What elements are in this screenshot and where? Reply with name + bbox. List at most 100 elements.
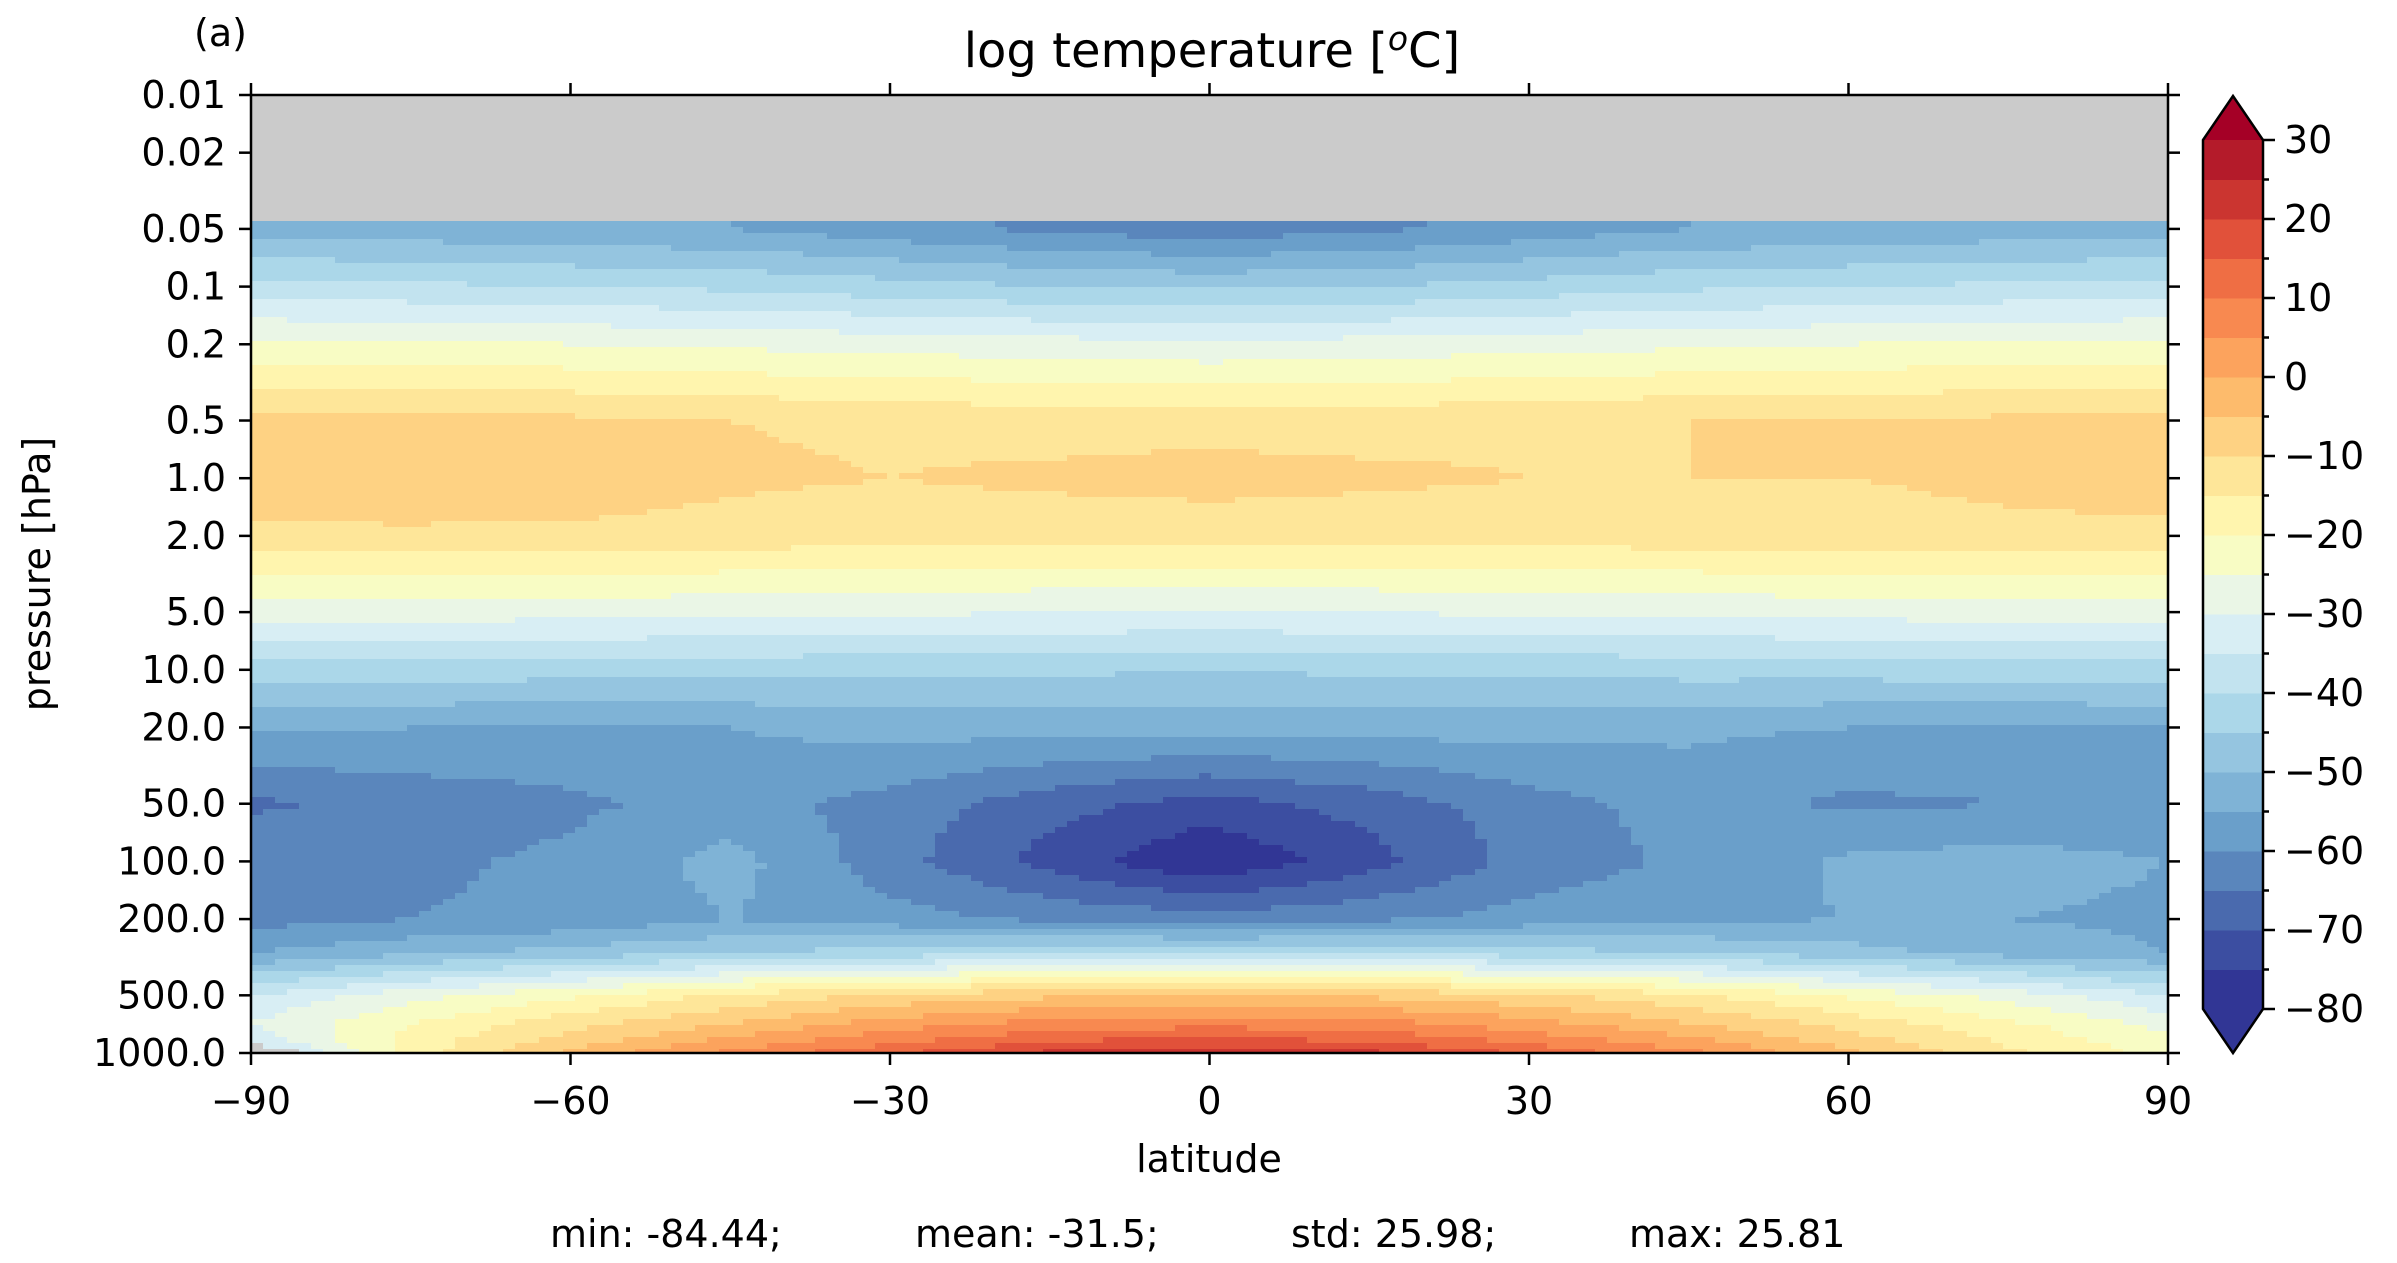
contour-cell — [1391, 197, 1404, 204]
contour-cell — [383, 185, 396, 192]
contour-cell — [1103, 137, 1116, 144]
contour-cell — [1079, 191, 1092, 198]
contour-cell — [1211, 221, 1224, 228]
contour-cell — [1307, 221, 1320, 228]
contour-cell — [1535, 203, 1548, 210]
contour-cell — [923, 149, 936, 156]
contour-cell — [527, 233, 540, 240]
contour-cell — [1307, 101, 1320, 108]
contour-cell — [1907, 179, 1920, 186]
contour-cell — [1019, 119, 1032, 126]
contour-cell — [1547, 155, 1560, 162]
contour-cell — [1187, 143, 1200, 150]
contour-cell — [815, 113, 828, 120]
contour-cell — [1487, 119, 1500, 126]
contour-cell — [1307, 233, 1320, 240]
contour-cell — [803, 143, 816, 150]
contour-cell — [1475, 221, 1488, 228]
contour-cell — [1703, 191, 1716, 198]
contour-cell — [2147, 113, 2160, 120]
contour-cell — [635, 137, 648, 144]
contour-cell — [1547, 143, 1560, 150]
contour-cell — [1031, 233, 1044, 240]
contour-cell — [1127, 119, 1140, 126]
contour-cell — [647, 167, 660, 174]
contour-cell — [695, 149, 708, 156]
contour-cell — [347, 233, 360, 240]
contour-cell — [407, 239, 420, 246]
contour-cell — [299, 221, 312, 228]
contour-cell — [1463, 203, 1476, 210]
contour-cell — [1595, 233, 1608, 240]
contour-cell — [1847, 221, 1860, 228]
contour-cell — [431, 155, 444, 162]
contour-cell — [1163, 149, 1176, 156]
contour-cell — [1787, 221, 1800, 228]
contour-cell — [695, 191, 708, 198]
contour-cell — [887, 149, 900, 156]
contour-cell — [2147, 125, 2160, 132]
contour-cell — [875, 101, 888, 108]
contour-cell — [1991, 191, 2004, 198]
contour-cell — [1163, 173, 1176, 180]
contour-cell — [731, 203, 744, 210]
contour-cell — [1679, 233, 1692, 240]
contour-cell — [1751, 131, 1764, 138]
contour-cell — [671, 167, 684, 174]
contour-cell — [311, 209, 324, 216]
contour-cell — [1955, 167, 1968, 174]
contour-cell — [1499, 113, 1512, 120]
contour-cell — [407, 167, 420, 174]
contour-cell — [2003, 113, 2016, 120]
contour-cell — [1859, 161, 1872, 168]
contour-cell — [479, 107, 492, 114]
contour-cell — [395, 119, 408, 126]
contour-cell — [1499, 221, 1512, 228]
contour-cell — [1475, 113, 1488, 120]
contour-cell — [1859, 209, 1872, 216]
contour-cell — [935, 107, 948, 114]
contour-cell — [1691, 179, 1704, 186]
contour-cell — [1979, 137, 1992, 144]
contour-cell — [1919, 191, 1932, 198]
contour-cell — [1199, 107, 1212, 114]
contour-cell — [815, 161, 828, 168]
contour-cell — [347, 221, 360, 228]
contour-cell — [1823, 161, 1836, 168]
contour-cell — [1763, 227, 1776, 234]
contour-cell — [1655, 113, 1668, 120]
contour-cell — [407, 101, 420, 108]
contour-cell — [1811, 173, 1824, 180]
contour-cell — [1931, 221, 1944, 228]
contour-cell — [2087, 113, 2100, 120]
contour-cell — [1931, 113, 1944, 120]
contour-cell — [443, 179, 456, 186]
contour-cell — [947, 209, 960, 216]
contour-cell — [1415, 107, 1428, 114]
contour-cell — [815, 227, 828, 234]
contour-cell — [491, 125, 504, 132]
contour-cell — [2051, 197, 2064, 204]
contour-cell — [1811, 155, 1824, 162]
contour-cell — [1883, 101, 1896, 108]
contour-cell — [1547, 131, 1560, 138]
contour-cell — [371, 137, 384, 144]
contour-cell — [1895, 185, 1908, 192]
contour-cell — [1727, 113, 1740, 120]
contour-cell — [263, 143, 276, 150]
contour-cell — [779, 179, 792, 186]
contour-cell — [323, 107, 336, 114]
contour-cell — [455, 101, 468, 108]
contour-cell — [431, 149, 444, 156]
contour-cell — [1463, 191, 1476, 198]
contour-cell — [287, 209, 300, 216]
contour-cell — [1907, 131, 1920, 138]
contour-cell — [359, 185, 372, 192]
contour-cell — [1295, 107, 1308, 114]
contour-cell — [287, 239, 300, 246]
contour-cell — [1043, 137, 1056, 144]
contour-cell — [911, 149, 924, 156]
contour-cell — [251, 125, 264, 132]
contour-cell — [479, 215, 492, 222]
contour-cell — [1427, 179, 1440, 186]
